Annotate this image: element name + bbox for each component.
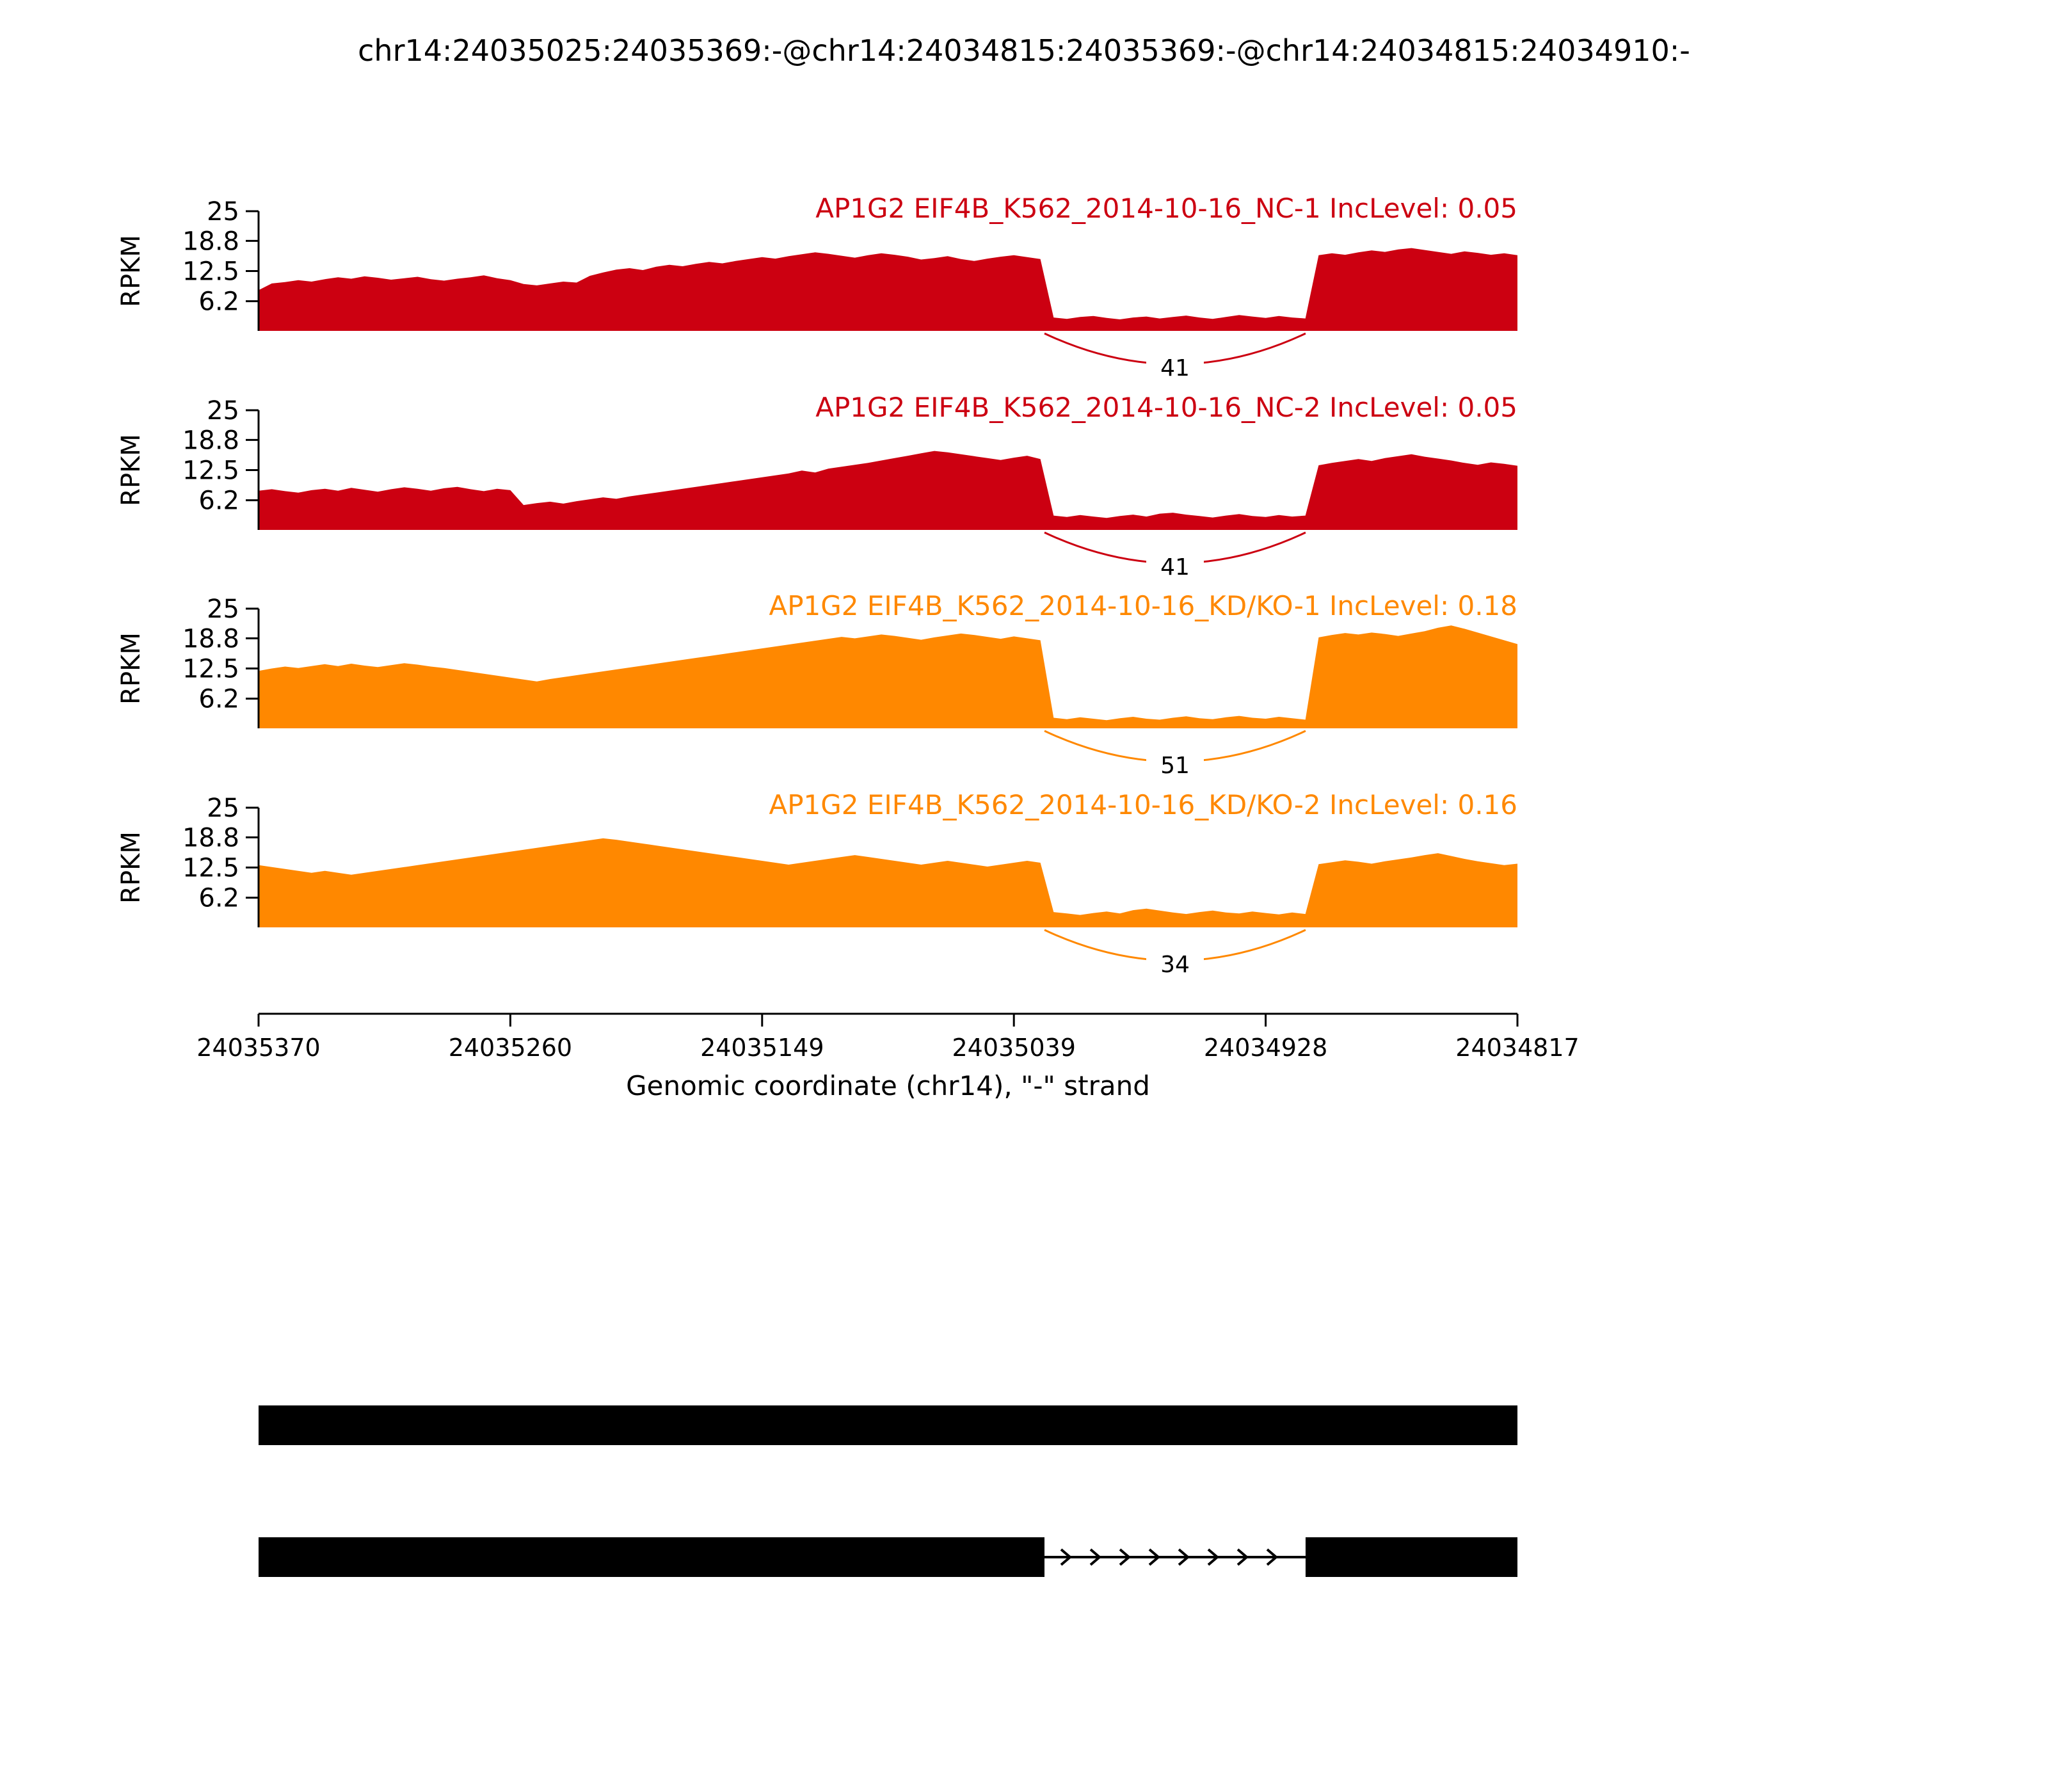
y-tick-label: 12.5 (182, 456, 239, 486)
intron-arrow-icon (1236, 1548, 1249, 1566)
track-title: AP1G2 EIF4B_K562_2014-10-16_NC-1 IncLeve… (815, 193, 1517, 224)
x-tick-label: 24034817 (1455, 1034, 1579, 1062)
coverage-area (259, 451, 1517, 530)
coverage-area (259, 838, 1517, 927)
y-tick-label: 18.8 (182, 227, 239, 256)
junction-count: 51 (1160, 753, 1190, 779)
y-axis-title: RPKM (116, 831, 146, 904)
track-title: AP1G2 EIF4B_K562_2014-10-16_KD/KO-1 IncL… (769, 590, 1517, 621)
x-tick-label: 24034928 (1204, 1034, 1327, 1062)
y-tick-label: 18.8 (182, 426, 239, 455)
x-tick-label: 24035260 (449, 1034, 572, 1062)
intron-arrow-icon (1089, 1548, 1102, 1566)
y-tick-label: 12.5 (182, 655, 239, 684)
y-tick-label: 12.5 (182, 257, 239, 287)
intron-arrow-icon (1178, 1548, 1190, 1566)
junction-count-backing (1146, 354, 1204, 382)
intron-arrow-icon (1119, 1548, 1132, 1566)
y-tick-label: 18.8 (182, 823, 239, 852)
x-axis-label: Genomic coordinate (chr14), "-" strand (626, 1070, 1150, 1101)
y-axis-title: RPKM (116, 434, 146, 506)
y-tick-label: 6.2 (198, 287, 239, 317)
x-tick-label: 24035149 (700, 1034, 824, 1062)
track-title: AP1G2 EIF4B_K562_2014-10-16_NC-2 IncLeve… (815, 392, 1517, 423)
y-tick-label: 12.5 (182, 854, 239, 883)
track-title: AP1G2 EIF4B_K562_2014-10-16_KD/KO-2 IncL… (769, 789, 1517, 820)
coverage-area (259, 625, 1517, 728)
junction-count-backing (1146, 950, 1204, 979)
exon-block (1305, 1537, 1517, 1577)
y-tick-label: 18.8 (182, 624, 239, 653)
y-tick-label: 25 (207, 197, 239, 227)
junction-count-backing (1146, 553, 1204, 581)
y-axis-title: RPKM (116, 632, 146, 705)
junction-count-backing (1146, 751, 1204, 780)
intron-arrow-icon (1060, 1548, 1073, 1566)
y-tick-label: 25 (207, 595, 239, 624)
junction-count: 34 (1160, 952, 1190, 978)
intron-arrow-icon (1148, 1548, 1161, 1566)
y-axis-title: RPKM (116, 235, 146, 307)
junction-count: 41 (1160, 355, 1190, 381)
x-tick-label: 24035039 (952, 1034, 1075, 1062)
x-tick-label: 24035370 (196, 1034, 320, 1062)
exon-block (259, 1537, 1044, 1577)
intron-arrow-icon (1207, 1548, 1220, 1566)
skipping-isoform (259, 1537, 1517, 1577)
inclusion-isoform (259, 1405, 1517, 1445)
plot-title: chr14:24035025:24035369:-@chr14:24034815… (358, 33, 1690, 68)
junction-count: 41 (1160, 554, 1190, 580)
intron-arrow-icon (1266, 1548, 1279, 1566)
coverage-area (259, 248, 1517, 331)
exon-block (259, 1405, 1517, 1445)
y-tick-label: 6.2 (198, 884, 239, 913)
y-tick-label: 6.2 (198, 685, 239, 714)
y-tick-label: 25 (207, 396, 239, 426)
x-axis: 24035370 24035260 24035149 24035039 24034928… (196, 1012, 1580, 1062)
y-tick-label: 6.2 (198, 486, 239, 516)
y-tick-label: 25 (207, 794, 239, 823)
